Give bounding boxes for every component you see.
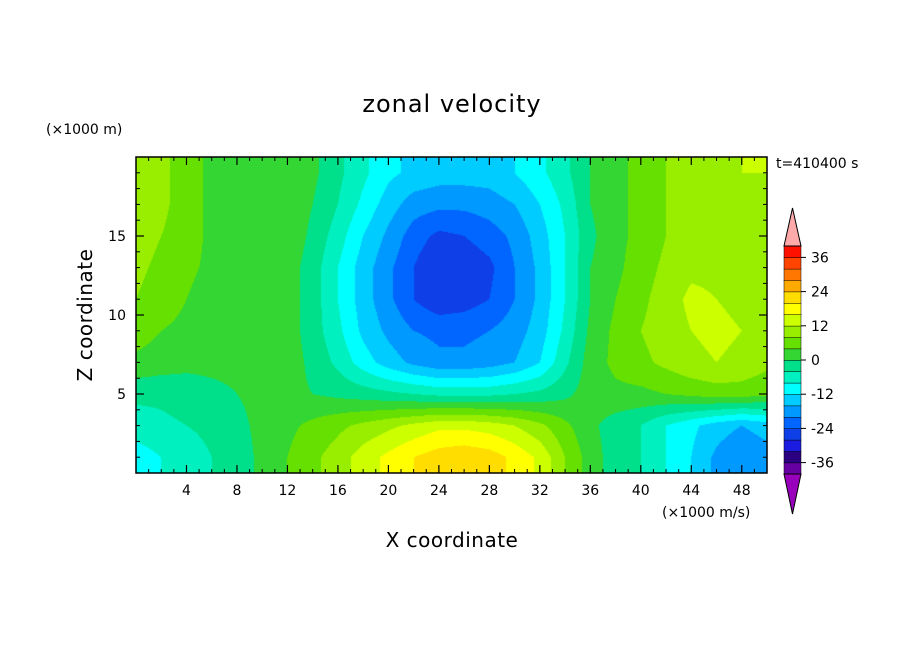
colorbar-swatch — [783, 371, 802, 384]
x-tick-label: 20 — [379, 483, 397, 499]
colorbar-swatch — [783, 257, 802, 270]
x-axis: 4 8 12 16 20 24 28 32 36 40 44 48 — [148, 157, 755, 499]
colorbar-swatch — [783, 336, 802, 350]
colorbar-swatch — [783, 393, 802, 407]
x-tick-label: 4 — [182, 483, 191, 499]
colorbar-swatch — [783, 279, 802, 293]
y-axis: 5 10 15 — [108, 172, 767, 458]
colorbar-tick-label: 12 — [811, 319, 829, 335]
x-tick-label: 32 — [531, 483, 549, 499]
colorbar-swatch — [783, 268, 802, 281]
colorbar-swatch — [783, 450, 802, 464]
colorbar-tick-label: 36 — [811, 250, 829, 266]
x-tick-label: 8 — [232, 483, 241, 499]
colorbar-swatch — [783, 314, 802, 327]
y-tick-label: 10 — [108, 308, 126, 324]
colorbar-tick-label: 24 — [811, 285, 829, 301]
x-tick-label: 48 — [733, 483, 751, 499]
colorbar-swatch — [783, 325, 802, 338]
x-tick-label: 24 — [430, 483, 448, 499]
colorbar-swatch — [783, 359, 802, 372]
x-tick-label: 28 — [480, 483, 498, 499]
colorbar-swatch — [783, 302, 802, 315]
time-label: t=410400 s — [776, 156, 858, 172]
colorbar-swatch — [783, 428, 802, 441]
contour-field — [136, 157, 767, 473]
contour-plot-area — [135, 156, 768, 474]
colorbar-swatch — [783, 405, 802, 418]
colorbar-over-triangle — [783, 207, 802, 247]
y-axis-label: Z coordinate — [73, 249, 97, 382]
x-tick-label: 36 — [581, 483, 599, 499]
colorbar-swatch — [783, 416, 802, 429]
x-axis-label: X coordinate — [386, 528, 519, 552]
colorbar-swatch — [783, 462, 802, 475]
y-unit-label: (×1000 m) — [46, 122, 122, 138]
colorbar-under-triangle — [783, 473, 802, 515]
x-tick-label: 44 — [682, 483, 700, 499]
colorbar: -36 -24 -12 0 12 24 36 — [783, 207, 834, 515]
y-tick-label: 5 — [117, 387, 126, 403]
colorbar-tick-label: -12 — [811, 387, 834, 403]
colorbar-tick-label: -36 — [811, 456, 834, 472]
x-tick-label: 16 — [329, 483, 347, 499]
colorbar-swatch — [783, 382, 802, 395]
colorbar-swatch — [783, 291, 802, 304]
x-tick-label: 12 — [279, 483, 297, 499]
y-tick-label: 15 — [108, 229, 126, 245]
x-unit-label: (×1000 m/s) — [662, 505, 750, 521]
x-tick-label: 40 — [632, 483, 650, 499]
colorbar-swatch — [783, 245, 802, 258]
colorbar-swatch — [783, 439, 802, 452]
chart-title: zonal velocity — [362, 90, 541, 118]
colorbar-tick-label: 0 — [811, 353, 820, 369]
colorbar-swatch — [783, 348, 802, 361]
colorbar-tick-label: -24 — [811, 421, 834, 437]
